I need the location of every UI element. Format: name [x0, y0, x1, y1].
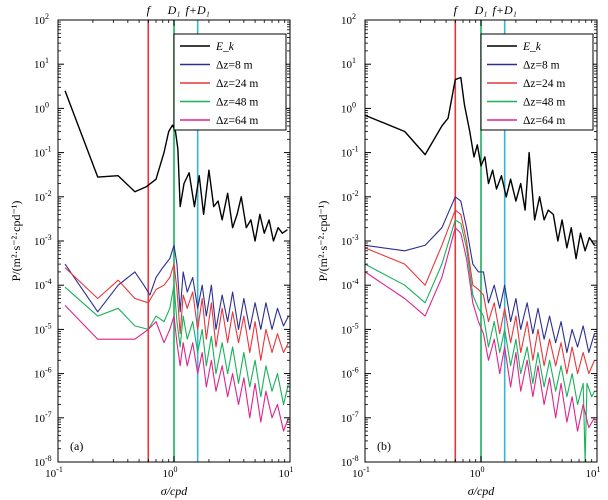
y-tick-label: 101: [341, 56, 356, 71]
reference-line-label-f: f: [454, 3, 459, 17]
legend: E_k Δz=8 m Δz=24 m Δz=48 m Δz=64 m: [173, 33, 287, 131]
reference-line-label-fd1: f+D₁: [186, 3, 210, 17]
series-line-dz24: [365, 209, 595, 375]
series-line-dz48: [64, 284, 290, 406]
panel-label: (a): [70, 439, 83, 453]
legend: E_k Δz=8 m Δz=24 m Δz=48 m Δz=64 m: [480, 33, 594, 131]
y-tick-label: 102: [34, 12, 49, 27]
y-tick-label: 102: [341, 12, 356, 27]
legend-label-dz24: Δz=24 m: [523, 78, 565, 90]
reference-line-label-d1: D₁: [167, 3, 181, 17]
y-tick-label: 101: [34, 56, 49, 71]
reference-line-label-f: f: [147, 3, 152, 17]
legend-label-dz48: Δz=48 m: [523, 97, 565, 109]
legend-label-dz8: Δz=8 m: [523, 60, 560, 72]
legend-box: [480, 33, 594, 131]
x-tick-label: 10-1: [45, 465, 63, 480]
y-tick-label: 10-6: [341, 366, 359, 381]
y-tick-label: 10-1: [341, 145, 359, 160]
reference-line-label-fd1: f+D₁: [493, 3, 517, 17]
legend-label-dz64: Δz=64 m: [216, 115, 258, 127]
series-line-dz48: [365, 219, 595, 462]
series-line-dz8: [365, 196, 595, 354]
legend-box: [173, 33, 287, 131]
series-line-dz64: [64, 304, 289, 432]
x-tick-label: 10-1: [352, 465, 370, 480]
y-tick-label: 10-2: [34, 189, 52, 204]
panel-label: (b): [377, 439, 391, 453]
y-tick-label: 10-8: [341, 454, 359, 469]
legend-label-dz64: Δz=64 m: [523, 115, 565, 127]
legend-label-dz48: Δz=48 m: [216, 97, 258, 109]
x-tick-label: 100: [163, 465, 178, 480]
y-tick-label: 10-3: [341, 233, 359, 248]
x-tick-label: 100: [470, 465, 485, 480]
y-tick-label: 10-5: [34, 321, 52, 336]
y-tick-label: 10-4: [341, 277, 359, 292]
reference-line-label-d1: D₁: [474, 3, 488, 17]
y-tick-label: 10-7: [341, 410, 359, 425]
y-tick-label: 100: [341, 100, 356, 115]
y-tick-label: 10-4: [34, 277, 52, 292]
legend-label-ek: E_k: [522, 41, 542, 53]
series-line-dz64: [365, 227, 595, 432]
x-tick-label: 101: [586, 465, 601, 480]
y-tick-label: 10-2: [341, 189, 359, 204]
panel-a: 10-1 100 101 10-8 10-7 10-6 10-5 10-4 10-3 10-2 10…: [9, 3, 294, 498]
y-tick-label: 10-5: [341, 321, 359, 336]
legend-label-dz24: Δz=24 m: [216, 78, 258, 90]
y-tick-label: 10-8: [34, 454, 52, 469]
x-axis-label: σ/cpd: [468, 484, 496, 498]
y-tick-label: 10-6: [34, 366, 52, 381]
series-line-dz24: [64, 263, 289, 361]
series-line-ek: [64, 90, 288, 242]
y-tick-label: 10-1: [34, 145, 52, 160]
x-axis-label: σ/cpd: [161, 484, 189, 498]
y-tick-label: 100: [34, 100, 49, 115]
legend-label-ek: E_k: [215, 41, 235, 53]
y-tick-label: 10-7: [34, 410, 52, 425]
series-line-ek: [365, 76, 596, 260]
y-axis-label: P/(m²·s⁻²·cpd⁻¹): [9, 201, 23, 282]
y-axis-label: P/(m²·s⁻²·cpd⁻¹): [316, 201, 330, 282]
series-line-dz8: [64, 244, 289, 330]
legend-label-dz8: Δz=8 m: [216, 60, 253, 72]
x-tick-label: 101: [279, 465, 294, 480]
y-tick-label: 10-3: [34, 233, 52, 248]
panel-b: 10-1 100 101 10-8 10-7 10-6 10-5 10-4 10-3 10-2 10…: [316, 3, 601, 498]
